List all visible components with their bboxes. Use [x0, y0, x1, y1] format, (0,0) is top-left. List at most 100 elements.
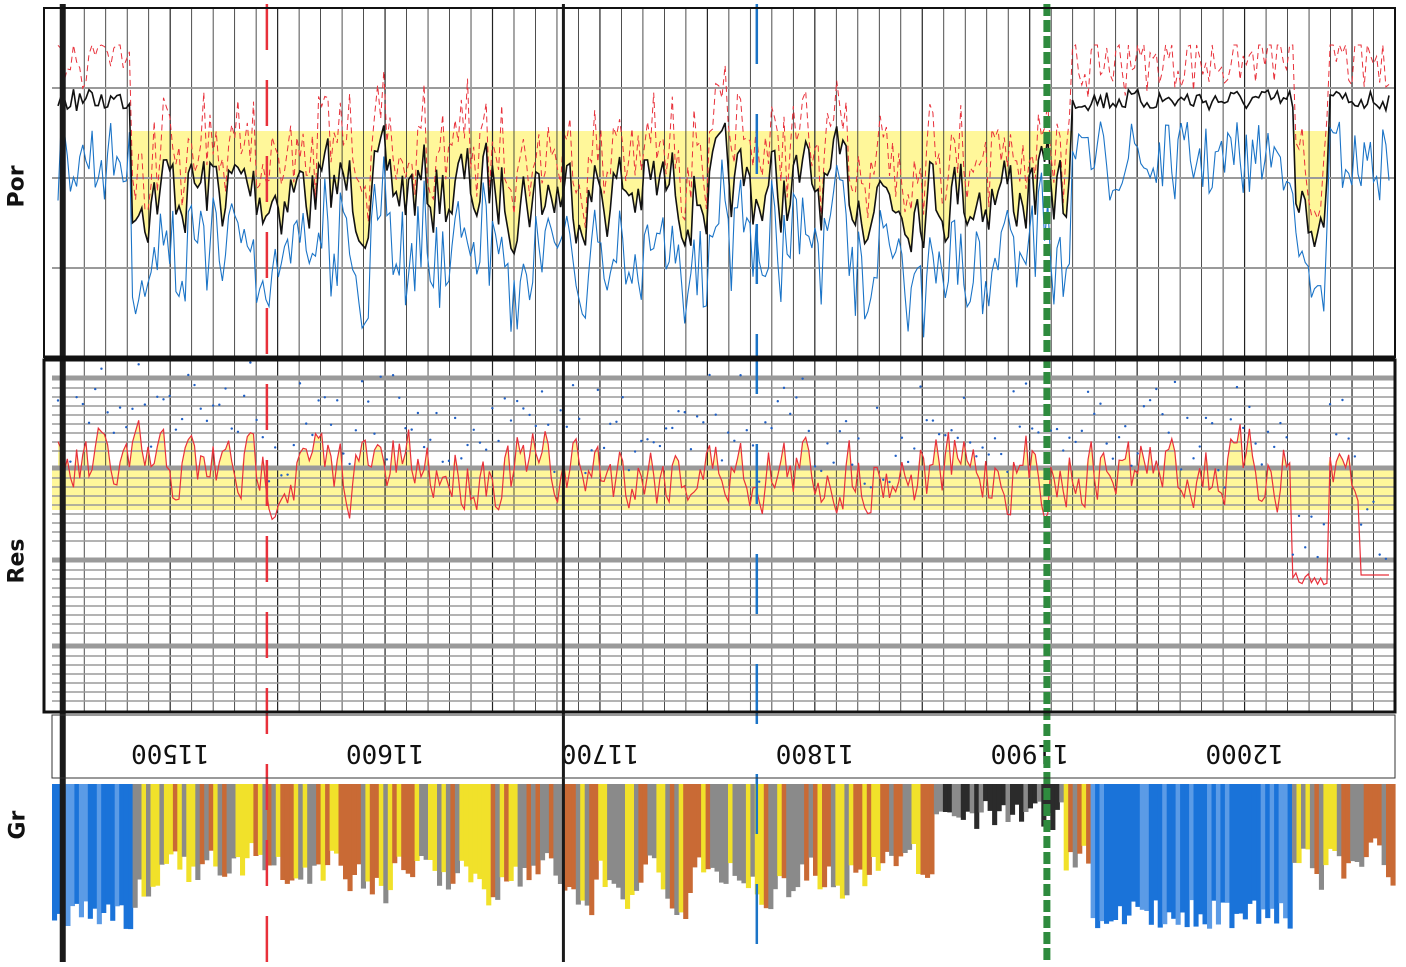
gamma-ray-bar — [620, 784, 626, 900]
resistivity-blue-point — [875, 406, 879, 409]
gamma-ray-bar — [759, 784, 765, 905]
gamma-ray-bar — [1027, 784, 1033, 809]
resistivity-blue-point — [776, 400, 779, 403]
gamma-ray-bar — [736, 784, 742, 881]
resistivity-blue-point — [1291, 553, 1295, 556]
gamma-ray-bar — [947, 784, 953, 813]
resistivity-blue-point — [1155, 387, 1158, 391]
gamma-ray-bar — [472, 784, 478, 874]
gamma-ray-bar — [360, 784, 366, 889]
resistivity-blue-point — [143, 403, 147, 406]
resistivity-blue-point — [385, 458, 389, 461]
resistivity-blue-point — [180, 417, 184, 421]
gamma-ray-bar — [1305, 784, 1311, 850]
resistivity-blue-point — [286, 473, 289, 476]
resistivity-blue-point — [1223, 486, 1226, 489]
gamma-ray-bar — [155, 784, 161, 886]
resistivity-blue-point — [857, 437, 860, 440]
resistivity-blue-point — [1074, 440, 1077, 444]
gamma-ray-bar — [763, 784, 769, 909]
gamma-ray-bar — [401, 784, 407, 871]
gamma-ray-bar — [1139, 784, 1145, 910]
resistivity-blue-point — [999, 452, 1003, 456]
gamma-ray-bar — [504, 784, 510, 882]
resistivity-blue-point — [1341, 398, 1344, 402]
resistivity-blue-point — [429, 438, 432, 441]
gamma-ray-bar — [445, 784, 451, 890]
porosity-red-series — [57, 43, 1390, 228]
gamma-ray-bar — [1318, 784, 1324, 890]
gamma-ray-bar — [1010, 784, 1016, 815]
gamma-ray-bar — [1278, 784, 1284, 904]
gamma-ray-bar — [839, 784, 845, 899]
resistivity-blue-point — [1316, 555, 1319, 559]
resistivity-blue-point — [1347, 437, 1350, 440]
gamma-ray-bar — [1296, 784, 1302, 864]
resistivity-blue-point — [472, 428, 475, 431]
resistivity-blue-point — [81, 402, 85, 406]
gamma-ray-bar — [123, 784, 129, 929]
gamma-ray-bar — [52, 784, 58, 921]
resistivity-blue-point — [391, 374, 395, 377]
gamma-ray-bar — [1162, 784, 1168, 925]
gamma-ray-bar — [1332, 784, 1338, 851]
gamma-ray-bar — [320, 784, 326, 881]
gamma-ray-bar — [334, 784, 340, 854]
resistivity-blue-point — [100, 367, 103, 370]
gamma-ray-bar — [593, 784, 599, 880]
gamma-ray-bar — [405, 784, 411, 874]
gamma-ray-bar — [92, 784, 98, 909]
gamma-ray-bar — [423, 784, 429, 860]
gamma-ray-bar — [316, 784, 322, 865]
gamma-ray-bar — [1019, 784, 1025, 822]
resistivity-blue-point — [453, 416, 457, 420]
gamma-ray-bar — [266, 784, 272, 866]
resistivity-blue-point — [1037, 431, 1040, 434]
resistivity-blue-point — [888, 480, 891, 484]
gamma-ray-bar — [965, 784, 971, 812]
resistivity-blue-point — [751, 444, 755, 447]
resistivity-blue-point — [968, 441, 972, 444]
gamma-ray-bar — [249, 784, 255, 844]
resistivity-blue-point — [702, 421, 705, 424]
gamma-ray-bar — [772, 784, 778, 890]
gamma-ray-bar — [83, 784, 89, 902]
gamma-ray-bar — [634, 784, 640, 891]
gamma-ray-bar — [74, 784, 80, 904]
gamma-ray-bar — [351, 784, 357, 875]
gamma-ray-bar — [356, 784, 362, 865]
gamma-ray-bar — [177, 784, 183, 870]
resistivity-blue-point — [273, 446, 277, 449]
gamma-ray-bar — [459, 784, 465, 861]
resistivity-blue-point — [199, 407, 202, 410]
porosity-track — [57, 43, 1390, 338]
gamma-ray-bar — [589, 784, 595, 916]
resistivity-blue-point — [112, 431, 116, 435]
gamma-ray-bar — [548, 784, 554, 859]
gamma-ray-bar — [1269, 784, 1275, 909]
resistivity-blue-point — [491, 406, 494, 410]
resistivity-blue-point — [1093, 412, 1096, 416]
gamma-ray-bar — [692, 784, 698, 868]
resistivity-blue-point — [522, 407, 525, 410]
gamma-ray-bar — [1001, 784, 1007, 806]
gamma-ray-bar — [410, 784, 416, 878]
gamma-ray-bar — [799, 784, 805, 865]
resistivity-blue-point — [1266, 430, 1270, 434]
gamma-ray-bar — [114, 784, 120, 907]
gamma-ray-bar — [181, 784, 187, 857]
gamma-ray-bar — [1390, 784, 1396, 886]
resistivity-blue-point — [1099, 402, 1102, 405]
gamma-ray-bar — [1309, 784, 1315, 869]
resistivity-blue-point — [75, 395, 78, 399]
resistivity-blue-point — [515, 399, 519, 403]
resistivity-blue-point — [646, 438, 649, 441]
resistivity-blue-point — [671, 426, 674, 430]
gamma-ray-bar — [1345, 784, 1351, 864]
gamma-ray-bar — [1256, 784, 1262, 924]
gamma-ray-bar — [1157, 784, 1163, 928]
gamma-ray-bar — [683, 784, 689, 919]
resistivity-blue-point — [224, 387, 227, 390]
gamma-ray-bar — [1242, 784, 1248, 920]
resistivity-blue-point — [1148, 398, 1152, 402]
